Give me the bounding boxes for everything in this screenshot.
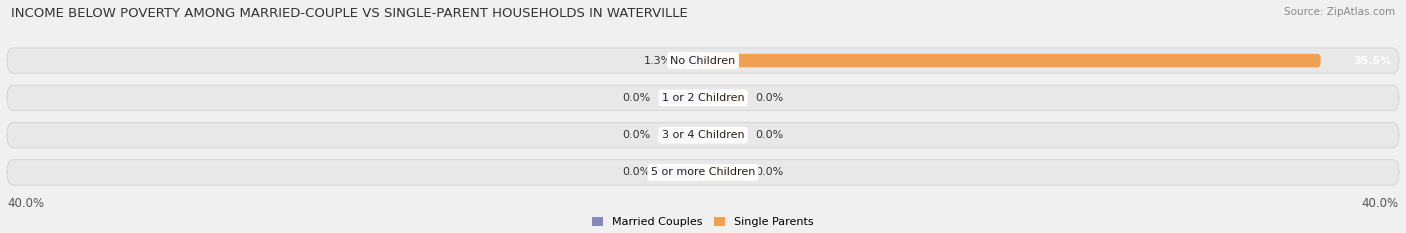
Text: 0.0%: 0.0% <box>623 130 651 140</box>
FancyBboxPatch shape <box>7 85 1399 110</box>
Text: 3 or 4 Children: 3 or 4 Children <box>662 130 744 140</box>
FancyBboxPatch shape <box>703 91 747 105</box>
Text: 35.5%: 35.5% <box>1354 56 1392 65</box>
Text: 1.3%: 1.3% <box>644 56 672 65</box>
Legend: Married Couples, Single Parents: Married Couples, Single Parents <box>592 217 814 227</box>
FancyBboxPatch shape <box>659 128 703 142</box>
Text: 0.0%: 0.0% <box>755 130 783 140</box>
Text: 0.0%: 0.0% <box>623 168 651 177</box>
FancyBboxPatch shape <box>7 160 1399 185</box>
FancyBboxPatch shape <box>703 54 1320 67</box>
FancyBboxPatch shape <box>659 91 703 105</box>
Text: 0.0%: 0.0% <box>755 93 783 103</box>
FancyBboxPatch shape <box>681 54 703 67</box>
FancyBboxPatch shape <box>7 123 1399 148</box>
Text: 40.0%: 40.0% <box>1362 197 1399 210</box>
Text: 5 or more Children: 5 or more Children <box>651 168 755 177</box>
FancyBboxPatch shape <box>703 166 747 179</box>
FancyBboxPatch shape <box>7 48 1399 73</box>
Text: 0.0%: 0.0% <box>623 93 651 103</box>
Text: Source: ZipAtlas.com: Source: ZipAtlas.com <box>1284 7 1395 17</box>
Text: 0.0%: 0.0% <box>755 168 783 177</box>
Text: No Children: No Children <box>671 56 735 65</box>
Text: 1 or 2 Children: 1 or 2 Children <box>662 93 744 103</box>
FancyBboxPatch shape <box>659 166 703 179</box>
Text: INCOME BELOW POVERTY AMONG MARRIED-COUPLE VS SINGLE-PARENT HOUSEHOLDS IN WATERVI: INCOME BELOW POVERTY AMONG MARRIED-COUPL… <box>11 7 688 20</box>
FancyBboxPatch shape <box>703 128 747 142</box>
Text: 40.0%: 40.0% <box>7 197 44 210</box>
